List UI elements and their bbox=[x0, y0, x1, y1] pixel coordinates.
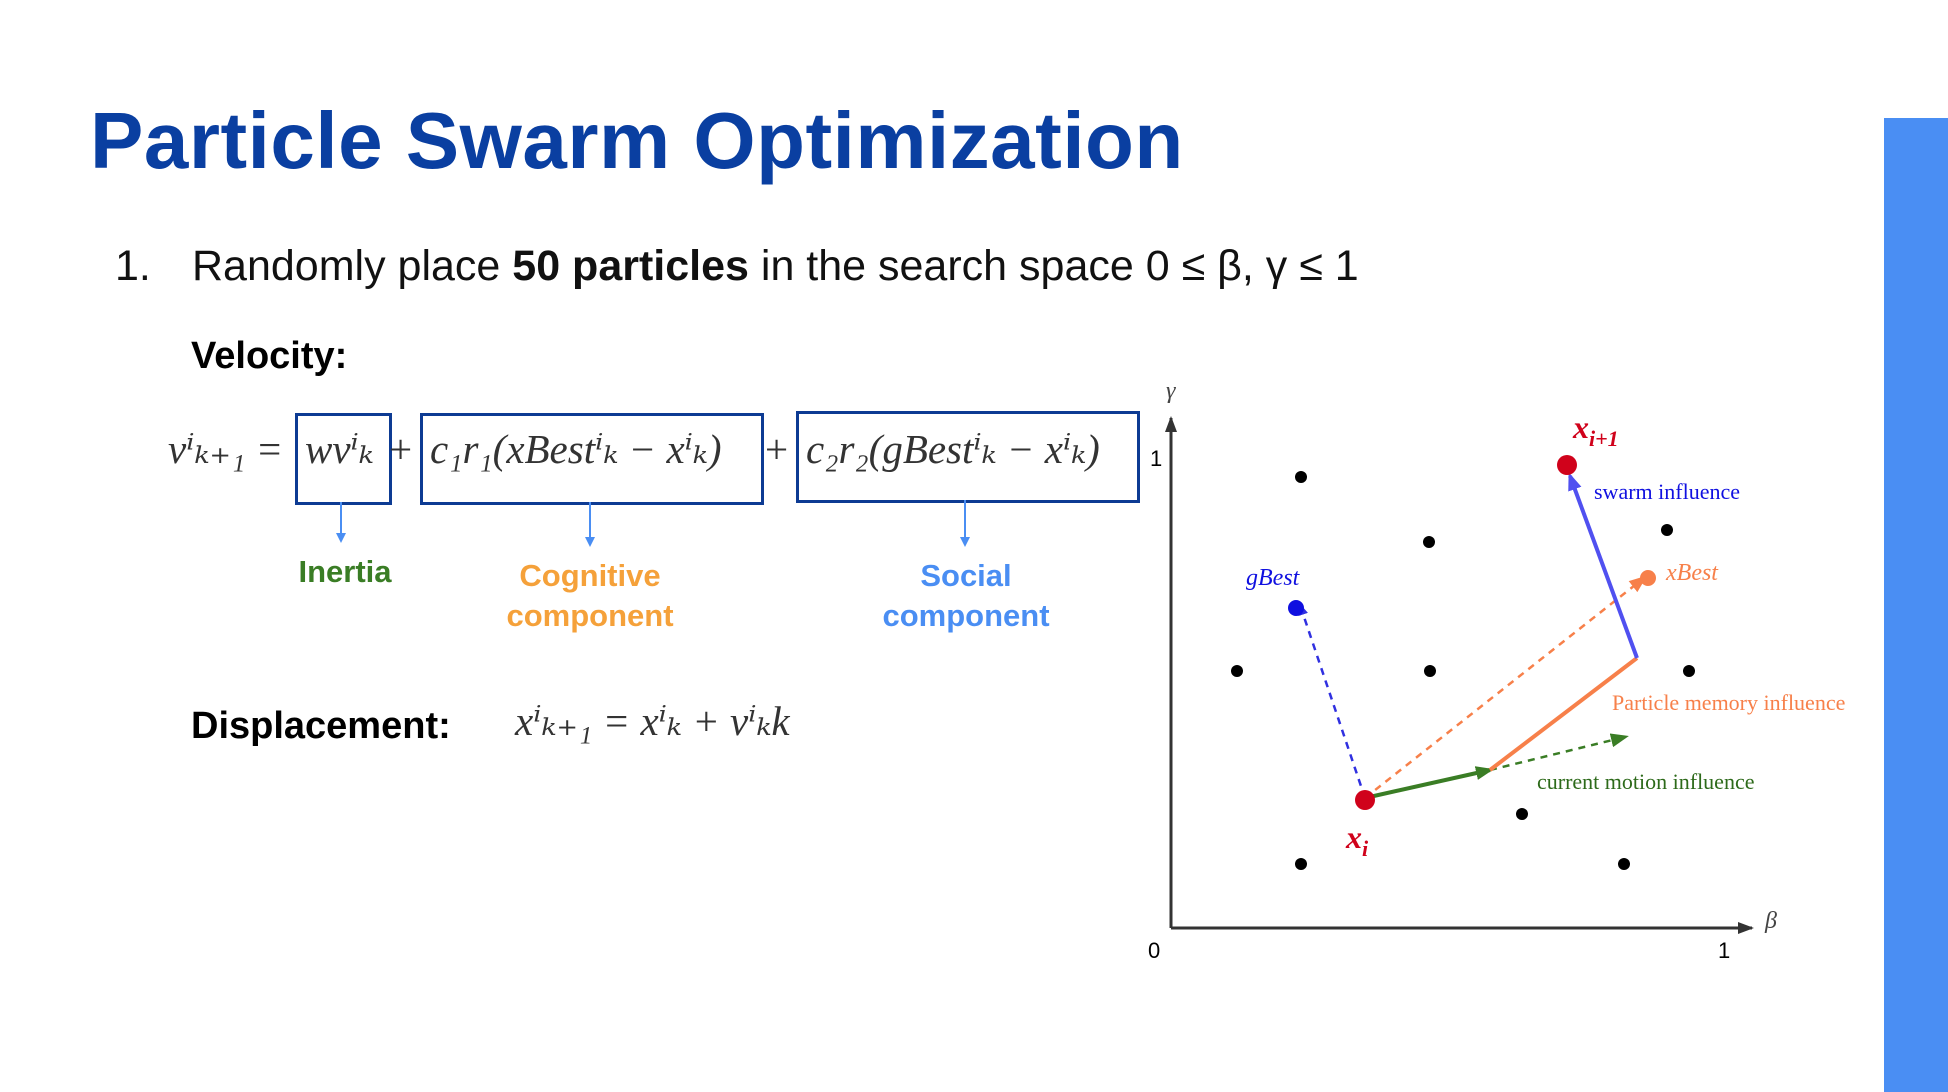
xbest-label: xBest bbox=[1665, 560, 1719, 586]
current-position-label: xi bbox=[1345, 819, 1369, 861]
particle bbox=[1423, 536, 1435, 548]
particle bbox=[1618, 858, 1630, 870]
y-max-label: 1 bbox=[1150, 446, 1162, 471]
particles bbox=[1231, 471, 1695, 870]
particle bbox=[1295, 471, 1307, 483]
x-max-label: 1 bbox=[1718, 938, 1730, 963]
gbest-label: gBest bbox=[1246, 565, 1301, 591]
gbest-direction-arrow bbox=[1300, 605, 1365, 798]
particle bbox=[1295, 858, 1307, 870]
next-position-label: xi+1 bbox=[1572, 409, 1619, 451]
motion-influence-label: current motion influence bbox=[1537, 769, 1754, 794]
current-particle bbox=[1355, 790, 1375, 810]
memory-influence-label: Particle memory influence bbox=[1612, 690, 1845, 715]
slide-accent-bar bbox=[1884, 118, 1948, 1092]
particle bbox=[1683, 665, 1695, 677]
particle bbox=[1424, 665, 1436, 677]
y-axis-name: γ bbox=[1166, 378, 1176, 404]
gbest-point bbox=[1288, 600, 1304, 616]
particle bbox=[1231, 665, 1243, 677]
origin-label: 0 bbox=[1148, 938, 1160, 963]
next-particle bbox=[1557, 455, 1577, 475]
particle bbox=[1661, 524, 1673, 536]
xbest-point bbox=[1640, 570, 1656, 586]
swarm-influence-label: swarm influence bbox=[1594, 479, 1740, 504]
current-motion-arrow bbox=[1365, 770, 1490, 798]
xbest-direction-arrow bbox=[1365, 578, 1644, 798]
particle bbox=[1516, 808, 1528, 820]
x-axis-name: β bbox=[1764, 908, 1777, 934]
